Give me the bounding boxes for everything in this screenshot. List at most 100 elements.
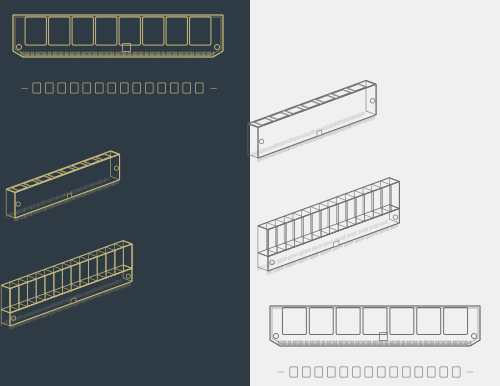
Bar <box>307 341 308 345</box>
Bar <box>193 52 194 56</box>
Bar <box>372 341 374 345</box>
Bar <box>128 52 129 56</box>
Polygon shape <box>317 130 322 136</box>
Bar <box>324 341 326 345</box>
Bar <box>82 52 83 56</box>
Bar <box>21 52 22 56</box>
Bar <box>443 341 444 345</box>
Bar <box>169 52 170 56</box>
Bar <box>28 52 29 56</box>
Bar <box>356 341 357 345</box>
Bar <box>368 341 369 345</box>
Bar <box>382 341 384 345</box>
Bar <box>116 52 117 56</box>
Bar <box>176 52 178 56</box>
Bar <box>341 341 342 345</box>
Bar <box>300 341 301 345</box>
Bar <box>84 52 86 56</box>
Bar <box>140 52 141 56</box>
Bar <box>94 52 95 56</box>
Bar <box>280 341 281 345</box>
Bar <box>50 52 51 56</box>
Bar <box>436 341 437 345</box>
Bar <box>334 341 335 345</box>
Bar <box>132 52 134 56</box>
Bar <box>397 341 398 345</box>
Bar <box>123 52 124 56</box>
Bar <box>96 52 98 56</box>
Bar <box>86 52 88 56</box>
Bar <box>404 341 406 345</box>
Bar <box>428 341 430 345</box>
Bar <box>181 52 182 56</box>
Bar <box>326 341 328 345</box>
Bar <box>144 52 146 56</box>
Bar <box>363 341 364 345</box>
Bar <box>142 52 144 56</box>
Bar <box>196 52 197 56</box>
Bar <box>353 341 354 345</box>
Bar <box>319 341 320 345</box>
Bar <box>118 52 119 56</box>
Bar <box>460 341 461 345</box>
Bar <box>203 52 204 56</box>
Bar <box>64 52 66 56</box>
Bar <box>406 341 408 345</box>
Bar <box>164 52 166 56</box>
Bar <box>438 341 440 345</box>
Bar <box>79 52 80 56</box>
Bar <box>290 341 292 345</box>
Bar <box>399 341 400 345</box>
Bar <box>67 52 68 56</box>
Bar <box>178 52 180 56</box>
Bar <box>72 52 73 56</box>
Bar <box>191 52 192 56</box>
Bar <box>45 52 46 56</box>
Bar <box>409 341 410 345</box>
Polygon shape <box>250 0 500 386</box>
Bar <box>390 341 391 345</box>
Polygon shape <box>68 193 71 199</box>
Bar <box>304 341 306 345</box>
Bar <box>60 52 61 56</box>
Bar <box>120 52 122 56</box>
Bar <box>198 52 199 56</box>
Bar <box>426 341 427 345</box>
Bar <box>130 52 132 56</box>
Bar <box>162 52 163 56</box>
Bar <box>166 52 168 56</box>
Bar <box>110 52 112 56</box>
Bar <box>348 341 350 345</box>
Bar <box>440 341 442 345</box>
Bar <box>448 341 449 345</box>
Polygon shape <box>0 0 250 386</box>
Bar <box>212 52 214 56</box>
Bar <box>418 341 420 345</box>
Bar <box>200 52 202 56</box>
Polygon shape <box>379 332 387 340</box>
Bar <box>336 341 338 345</box>
Bar <box>358 341 359 345</box>
Bar <box>152 52 153 56</box>
Bar <box>370 341 372 345</box>
Bar <box>433 341 434 345</box>
Bar <box>338 341 340 345</box>
Bar <box>470 341 471 345</box>
Bar <box>26 52 27 56</box>
Bar <box>38 52 39 56</box>
Bar <box>414 341 415 345</box>
Bar <box>43 52 44 56</box>
Bar <box>431 341 432 345</box>
Bar <box>108 52 110 56</box>
Bar <box>416 341 418 345</box>
Bar <box>154 52 156 56</box>
Bar <box>77 52 78 56</box>
Bar <box>317 341 318 345</box>
Bar <box>402 341 403 345</box>
Bar <box>464 341 466 345</box>
Bar <box>312 341 313 345</box>
Bar <box>346 341 347 345</box>
Bar <box>288 341 289 345</box>
Bar <box>135 52 136 56</box>
Bar <box>384 341 386 345</box>
